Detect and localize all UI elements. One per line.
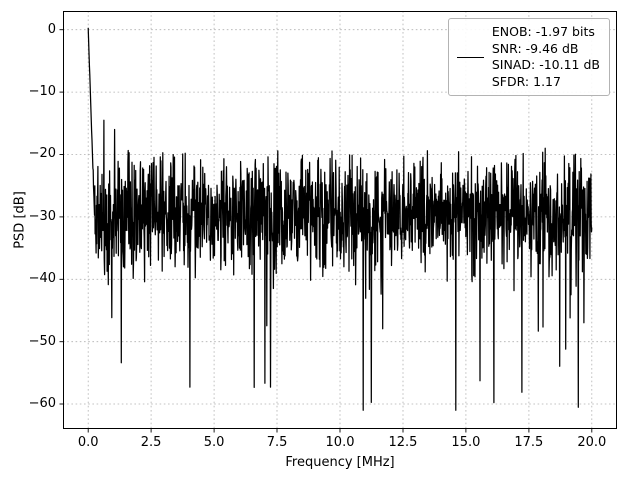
y-tick-label: −60 [28, 396, 56, 412]
x-tick-label: 0.0 [77, 435, 99, 450]
x-tick-label: 10.0 [325, 435, 355, 450]
axes-spines [63, 11, 617, 429]
plot-area [59, 11, 617, 433]
legend-sfdr: SFDR: 1.17 [491, 73, 561, 89]
psd-trace [87, 27, 593, 411]
y-tick-label: 0 [47, 21, 56, 37]
x-tick-label: 5.0 [203, 435, 225, 450]
x-tick-label: 17.5 [514, 435, 544, 450]
y-tick-label: −20 [28, 146, 56, 162]
legend-text-block: ENOB: -1.97 bits SNR: -9.46 dB SINAD: -1… [492, 24, 600, 90]
x-tick-label: 15.0 [451, 435, 481, 450]
y-tick-label: −50 [28, 333, 56, 349]
x-tick-label: 2.5 [140, 435, 162, 450]
legend-enob: ENOB: -1.97 bits [491, 24, 595, 39]
series-line-swatch [456, 56, 484, 58]
y-tick-label: −40 [28, 271, 56, 287]
x-tick-label: 7.5 [266, 435, 288, 450]
x-tick-label: 12.5 [388, 435, 418, 450]
y-tick-label: −10 [28, 84, 56, 100]
x-axis-label: Frequency [MHz] [285, 455, 395, 470]
legend-box: ENOB: -1.97 bits SNR: -9.46 dB SINAD: -1… [447, 18, 610, 96]
legend-snr: SNR: -9.46 dB [491, 40, 579, 56]
legend-sinad: SINAD: -10.11 dB [491, 57, 600, 72]
y-tick-label: −30 [28, 208, 56, 224]
x-tick-label: 20.0 [577, 435, 607, 450]
